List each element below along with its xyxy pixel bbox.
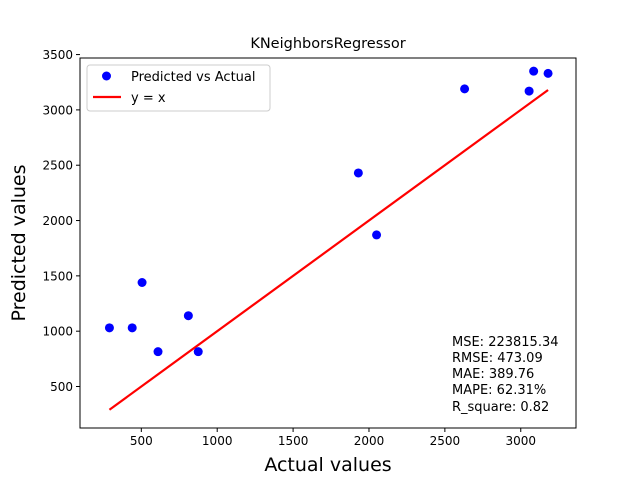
scatter-series [104, 66, 553, 357]
metrics-annotation: MSE: 223815.34 RMSE: 473.09 MAE: 389.76 … [452, 335, 559, 415]
y-tick-label: 3000 [42, 103, 73, 117]
data-point [127, 323, 137, 333]
x-axis-label: Actual values [264, 454, 391, 476]
metric-r-square: R_square: 0.82 [452, 400, 549, 415]
y-tick-label: 500 [50, 380, 73, 394]
data-point [137, 278, 147, 288]
metric-rmse: RMSE: 473.09 [452, 351, 543, 366]
x-tick-label: 3000 [505, 434, 536, 448]
data-point [460, 84, 470, 94]
identity-line [108, 89, 549, 411]
data-point [353, 168, 363, 178]
legend-label-line: y = x [131, 91, 166, 106]
metric-mape: MAPE: 62.31% [452, 383, 546, 398]
y-tick-label: 1000 [42, 325, 73, 339]
y-tick-label: 2000 [42, 214, 73, 228]
data-point [529, 66, 539, 76]
x-tick-label: 2500 [430, 434, 461, 448]
x-tick-label: 1000 [202, 434, 233, 448]
y-tick-label: 2500 [42, 159, 73, 173]
axis-ticks: 500 1000 1500 2000 2500 3000 500 1000 1500 2000 25… [42, 48, 536, 448]
y-tick-label: 3500 [42, 48, 73, 62]
y-tick-label: 1500 [42, 269, 73, 283]
data-point [193, 347, 203, 357]
x-tick-label: 1500 [278, 434, 309, 448]
legend-label-scatter: Predicted vs Actual [131, 70, 255, 85]
data-point [543, 68, 553, 78]
y-axis-label: Predicted values [8, 164, 30, 321]
plot-frame [79, 57, 577, 429]
legend-box [86, 64, 271, 112]
data-point [153, 347, 163, 357]
metric-mse: MSE: 223815.34 [452, 335, 559, 350]
metric-mae: MAE: 389.76 [452, 367, 534, 382]
legend: Predicted vs Actual y = x [86, 64, 271, 112]
data-point [524, 86, 534, 96]
data-point [372, 230, 382, 240]
chart-title: KNeighborsRegressor [250, 36, 405, 52]
data-point [104, 323, 114, 333]
x-tick-label: 500 [130, 434, 153, 448]
data-point [183, 311, 193, 321]
x-tick-label: 2000 [354, 434, 385, 448]
legend-marker-scatter [102, 71, 111, 81]
identity-line-series [108, 89, 549, 411]
